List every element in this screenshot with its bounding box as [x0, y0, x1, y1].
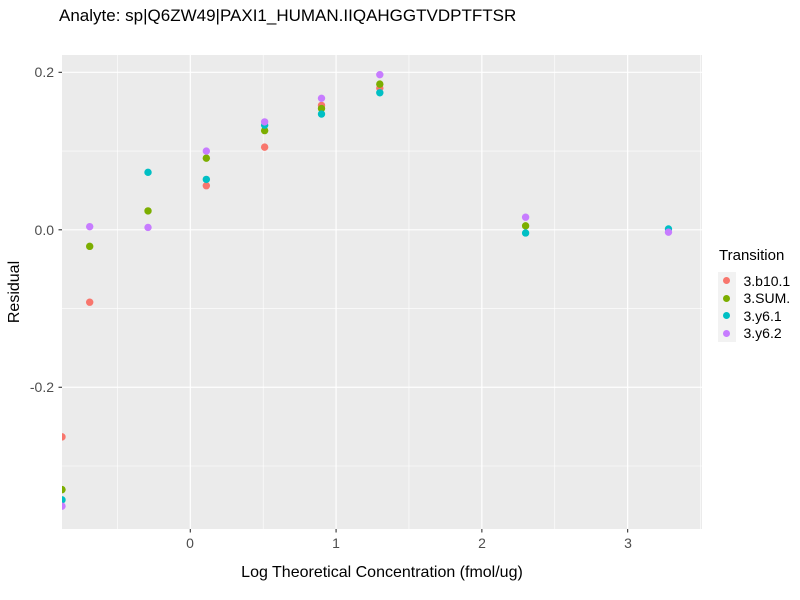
y-tick-label-2: -0.2 [29, 379, 54, 395]
data-point [376, 80, 384, 88]
legend-key [718, 289, 736, 307]
y-tick-label-0: 0.2 [34, 64, 54, 80]
legend-item-label: 3.y6.2 [743, 325, 782, 342]
legend-item-label: 3.b10.1 [743, 272, 791, 289]
x-tick-label-3: 3 [624, 535, 632, 551]
legend-item-label: 3.SUM. [743, 290, 791, 307]
plot-panel [62, 55, 702, 529]
data-points [62, 70, 673, 510]
legend-item: 3.y6.2 [718, 324, 790, 342]
data-point [664, 228, 673, 236]
gridlines [62, 55, 702, 529]
legend-color-dot [723, 329, 731, 337]
data-point [260, 143, 269, 151]
data-point [144, 207, 152, 215]
data-point [521, 229, 530, 237]
data-point [521, 213, 530, 221]
legend-key [718, 307, 736, 325]
y-tick-label-1: 0.0 [34, 222, 54, 238]
y-axis-title: Residual [6, 260, 23, 324]
data-point [260, 126, 269, 135]
x-tick-label-1: 1 [332, 535, 340, 551]
data-point [62, 433, 66, 441]
data-point [85, 242, 94, 251]
data-point [376, 89, 384, 97]
data-point [202, 182, 211, 190]
data-point [202, 175, 211, 184]
data-point [144, 223, 152, 232]
legend-title: Transition [719, 247, 785, 264]
legend-item: 3.y6.1 [718, 307, 790, 325]
legend-color-dot [723, 312, 731, 320]
plot-title: Analyte: sp|Q6ZW49|PAXI1_HUMAN.IIQAHGGTV… [59, 6, 517, 25]
data-point [317, 94, 326, 103]
data-point [85, 298, 94, 306]
data-point [260, 118, 269, 126]
data-point [144, 168, 152, 177]
data-point [202, 147, 211, 155]
data-point [62, 496, 66, 504]
legend-item-label: 3.y6.1 [743, 307, 782, 324]
legend-color-dot [723, 277, 731, 285]
legend-key [718, 324, 736, 342]
data-point [317, 104, 326, 113]
data-point [62, 485, 66, 494]
data-point [317, 110, 326, 118]
x-tick-label-2: 2 [478, 535, 486, 551]
data-point [202, 154, 211, 162]
data-point [521, 222, 530, 230]
legend-item: 3.SUM. [718, 289, 791, 307]
axis-tick-marks [58, 71, 629, 533]
legend-color-dot [723, 294, 731, 302]
x-axis-title: Log Theoretical Concentration (fmol/ug) [241, 564, 523, 581]
legend-item: 3.b10.1 [718, 272, 790, 290]
legend: Transition 3.b10.1 3.SUM. 3.y6.1 3.y6.2 [718, 247, 790, 342]
data-point [62, 502, 66, 510]
x-tick-label-0: 0 [186, 535, 194, 551]
data-point [85, 222, 94, 231]
legend-key [718, 272, 736, 290]
data-point [376, 70, 384, 79]
